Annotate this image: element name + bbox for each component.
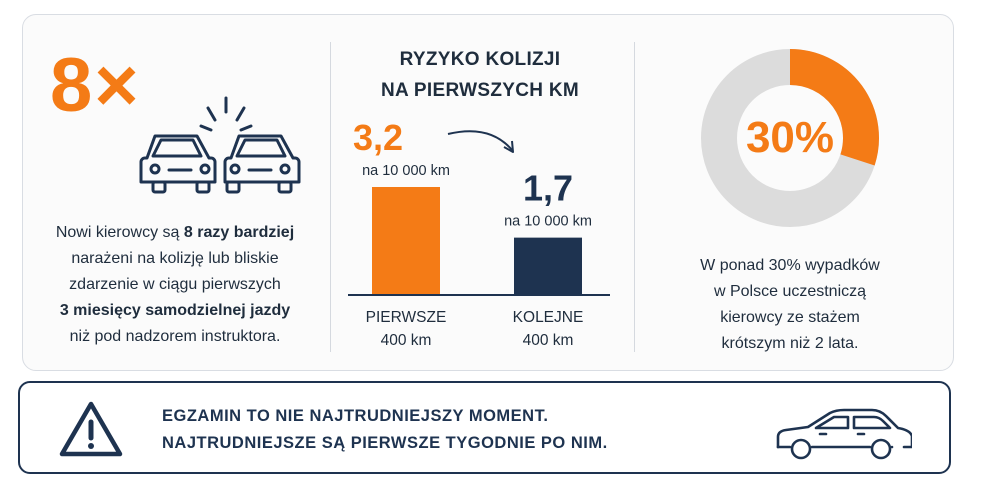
category-label: 400 km <box>381 332 432 349</box>
left-text-line: 3 miesięcy samodzielnej jazdy <box>30 298 320 324</box>
bar-value-label: 1,7 <box>523 168 573 209</box>
warning-triangle-icon <box>59 401 123 457</box>
chart-title-line2: NA PIERWSZYCH KM <box>381 80 579 101</box>
percent-donut <box>701 49 879 227</box>
divider-right <box>634 42 635 352</box>
bar-unit-label: na 10 000 km <box>362 163 450 179</box>
category-label: PIERWSZE <box>366 309 447 326</box>
risk-bar-chart: na 10 000 km 3,2 PIERWSZE 400 km na 10 000 k… <box>348 117 610 349</box>
chart-title: RYZYKO KOLIZJI NA PIERWSZYCH KM <box>340 44 620 106</box>
car-icon <box>776 408 912 460</box>
left-text-run: Nowi kierowcy są <box>55 224 184 241</box>
bar-2 <box>514 237 582 295</box>
left-text-line: Nowi kierowcy są 8 razy bardziej <box>30 220 320 246</box>
bar-1 <box>372 187 440 295</box>
bar-value-label: 3,2 <box>353 117 403 158</box>
left-text-run: zdarzenie w ciągu pierwszych <box>69 276 281 293</box>
category-label: 400 km <box>523 332 574 349</box>
car-crash-icon <box>139 96 301 194</box>
right-text-line: krótszym niż 2 lata. <box>721 335 859 352</box>
bar-unit-label: na 10 000 km <box>504 214 592 230</box>
chart-title-line1: RYZYKO KOLIZJI <box>399 49 561 70</box>
left-text-bold: 3 miesięcy samodzielnej jazdy <box>59 302 291 319</box>
left-text-line: niż pod nadzorem instruktora. <box>30 324 320 350</box>
category-label: KOLEJNE <box>513 309 584 326</box>
left-text-line: zdarzenie w ciągu pierwszych <box>30 272 320 298</box>
banner-line1: EGZAMIN TO NIE NAJTRUDNIEJSZY MOMENT. <box>162 407 549 425</box>
divider-left <box>330 42 331 352</box>
left-text-line: narażeni na kolizję lub bliskie <box>30 246 320 272</box>
left-description: Nowi kierowcy są 8 razy bardziej narażeni… <box>30 220 320 350</box>
multiplier-value: 8× <box>50 43 141 128</box>
trend-arrow <box>447 130 513 151</box>
right-text-line: W ponad 30% wypadków <box>700 257 880 274</box>
right-description: W ponad 30% wypadków w Polsce uczestniczą… <box>660 253 920 357</box>
donut-share <box>789 49 879 166</box>
left-text-run: narażeni na kolizję lub bliskie <box>71 250 279 267</box>
right-text-line: w Polsce uczestniczą <box>713 283 867 300</box>
trend-arrow-head <box>503 140 514 153</box>
percent-label: 30% <box>745 113 835 162</box>
right-text-line: kierowcy ze stażem <box>720 309 860 326</box>
banner-line2: NAJTRUDNIEJSZE SĄ PIERWSZE TYGODNIE PO N… <box>162 434 608 452</box>
banner-text: EGZAMIN TO NIE NAJTRUDNIEJSZY MOMENT. NA… <box>162 403 608 457</box>
left-text-run: niż pod nadzorem instruktora. <box>69 328 281 345</box>
left-text-bold: 8 razy bardziej <box>183 224 295 241</box>
